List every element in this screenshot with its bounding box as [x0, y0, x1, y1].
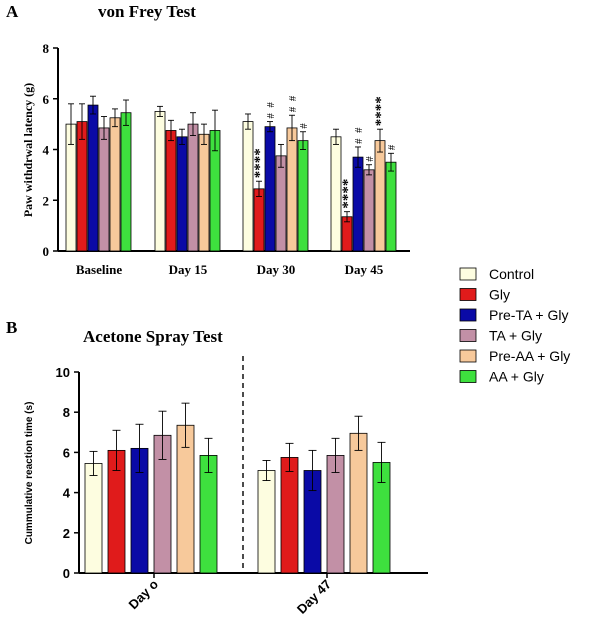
chart-a-x-tick-label: Day 45 — [345, 262, 384, 277]
legend-entry-label: Control — [489, 266, 534, 282]
chart-a-bar — [264, 126, 276, 252]
chart-a-bar — [109, 117, 121, 252]
chart-a-bar — [198, 133, 210, 252]
chart-a-bar — [76, 121, 88, 252]
chart-a-bar — [154, 111, 166, 252]
chart-a-x-tick-label: Day 30 — [257, 262, 296, 277]
chart-b-bar — [84, 463, 103, 574]
chart-a-significance-hash: # — [353, 138, 365, 144]
chart-a-y-tick-label: 8 — [43, 41, 50, 56]
chart-b-ylabel: Cummulative reaction time (s) — [24, 402, 35, 545]
chart-a-bar — [363, 169, 375, 252]
chart-b-bar — [349, 432, 368, 574]
chart-b-y-tick-label: 6 — [63, 445, 70, 460]
chart-a-bar — [87, 104, 99, 252]
chart-a-significance-stars: **** — [340, 179, 356, 209]
chart-b-bar — [199, 455, 218, 574]
legend-entry-label: Pre-TA + Gly — [489, 307, 568, 323]
chart-b-x-tick-label: Day o — [125, 576, 161, 612]
chart-b-bar — [280, 457, 299, 574]
chart-a-x-tick-label: Baseline — [76, 262, 122, 277]
legend: Control Gly Pre-TA + Gly TA + Gly Pre-AA + G… — [459, 266, 570, 385]
legend-swatch — [459, 267, 477, 281]
chart-a-bar — [297, 140, 309, 252]
chart-a-bar — [286, 127, 298, 252]
chart-b-y-tick-label: 2 — [63, 526, 70, 541]
chart-b: 0 2 4 6 8 10 Day o Day 47 — [56, 365, 428, 617]
chart-a-ylabel: Paw withdrwal latency (g) — [21, 83, 35, 217]
chart-a-y-tick-label: 6 — [43, 92, 50, 107]
chart-b-y-tick-label: 8 — [63, 405, 70, 420]
legend-entry-label: Gly — [489, 287, 510, 303]
chart-a-significance-hash: # — [364, 156, 376, 162]
chart-b-y-tick-label: 10 — [56, 365, 70, 380]
chart-a-bar — [242, 121, 254, 252]
chart-a-significance-hash: # — [353, 127, 365, 133]
chart-a-y-tick-label: 2 — [43, 193, 50, 208]
chart-a-bar — [98, 127, 110, 252]
chart-a-significance-stars: **** — [373, 96, 389, 126]
chart-a-significance-hash: # — [287, 95, 299, 101]
chart-b-bar — [257, 470, 276, 574]
legend-entry-label: TA + Gly — [489, 328, 542, 344]
chart-b-y-tick-label: 4 — [63, 486, 71, 501]
chart-b-y-tick-label: 0 — [63, 566, 70, 581]
chart-a-bar — [385, 161, 397, 252]
chart-a-significance-hash: # — [298, 123, 310, 129]
legend-entry-label: AA + Gly — [489, 369, 544, 385]
chart-a-y-tick-label: 4 — [43, 143, 50, 158]
chart-a-bar — [176, 136, 188, 252]
chart-a-bar — [187, 123, 199, 252]
chart-a-bar — [275, 155, 287, 252]
chart-b-x-tick-label: Day 47 — [294, 577, 334, 617]
chart-a-significance-hash: # — [287, 106, 299, 112]
chart-a-bar — [374, 140, 386, 252]
legend-swatch — [459, 349, 477, 363]
chart-a-x-tick-label: Day 15 — [169, 262, 208, 277]
chart-a: 0 2 4 6 8 Baseline Day 15 Day 30 Day 45 **** # # # # #… — [43, 41, 410, 277]
chart-a-significance-hash: # — [265, 113, 277, 119]
legend-swatch — [459, 370, 477, 383]
chart-a-significance-stars: **** — [252, 148, 268, 178]
legend-entry-label: Pre-AA + Gly — [489, 348, 570, 364]
chart-a-bar — [165, 130, 177, 252]
chart-a-significance-hash: # — [265, 102, 277, 108]
panel-b-title: Acetone Spray Test — [83, 327, 223, 346]
chart-a-bar — [253, 188, 265, 252]
panel-a-letter: A — [6, 2, 19, 21]
chart-a-significance-hash: # — [386, 144, 398, 150]
chart-a-y-tick-label: 0 — [43, 244, 50, 259]
panel-b-letter: B — [6, 318, 17, 337]
chart-b-bar — [326, 455, 345, 574]
legend-swatch — [459, 308, 477, 322]
legend-swatch — [459, 329, 477, 342]
chart-a-bar — [120, 112, 132, 252]
panel-a-title: von Frey Test — [98, 2, 196, 21]
legend-swatch — [459, 288, 477, 301]
